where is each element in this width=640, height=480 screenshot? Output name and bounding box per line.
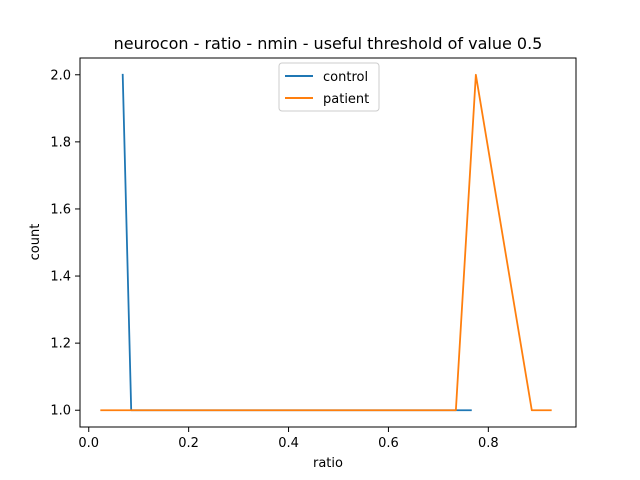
y-tick-label: 1.4 bbox=[50, 270, 71, 285]
y-tick-label: 1.2 bbox=[50, 337, 71, 352]
chart-title: neurocon - ratio - nmin - useful thresho… bbox=[114, 34, 543, 53]
x-tick-label: 0.6 bbox=[378, 436, 399, 451]
y-tick-label: 1.8 bbox=[50, 135, 71, 150]
x-tick-label: 0.4 bbox=[278, 436, 299, 451]
y-axis: 1.0 1.2 1.4 1.6 1.8 2.0 bbox=[50, 68, 80, 419]
x-axis: 0.0 0.2 0.4 0.6 0.8 bbox=[78, 427, 499, 451]
legend: control patient bbox=[278, 62, 380, 112]
y-tick-label: 1.6 bbox=[50, 202, 71, 217]
series-layer bbox=[100, 73, 552, 412]
series-line-patient bbox=[100, 73, 552, 412]
x-tick-label: 0.0 bbox=[78, 436, 99, 451]
legend-label-control: control bbox=[323, 70, 368, 85]
legend-label-patient: patient bbox=[323, 92, 369, 107]
plot-frame bbox=[79, 57, 577, 428]
y-tick-label: 2.0 bbox=[50, 68, 71, 83]
x-tick-label: 0.8 bbox=[478, 436, 499, 451]
x-tick-label: 0.2 bbox=[178, 436, 199, 451]
y-tick-label: 1.0 bbox=[50, 404, 71, 419]
y-axis-label: count bbox=[28, 224, 43, 261]
x-axis-label: ratio bbox=[313, 456, 343, 471]
